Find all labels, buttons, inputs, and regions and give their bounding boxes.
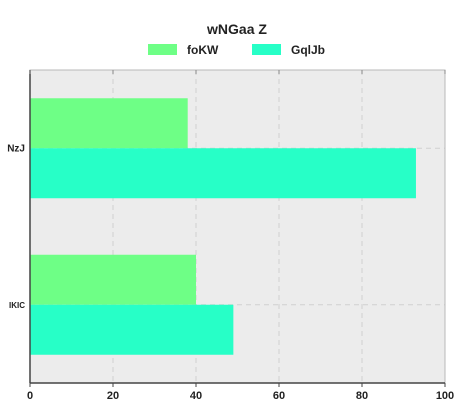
legend: foKW GqlJb: [148, 43, 325, 57]
chart-title: wNGaa Z: [206, 21, 267, 37]
legend-swatch-gqljb: [252, 44, 281, 55]
x-tick-label: 0: [27, 390, 33, 402]
bar-fokw-ikic: [30, 254, 196, 305]
axes: [29, 69, 446, 387]
category-label: NzJ: [7, 143, 25, 154]
bar-fokw-nzj: [30, 98, 188, 149]
x-tick-label: 40: [190, 390, 202, 402]
x-tick-label: 60: [273, 390, 285, 402]
legend-swatch-fokw: [148, 44, 177, 55]
x-tick-label: 100: [436, 390, 454, 402]
x-tick-label: 20: [107, 390, 119, 402]
category-labels: NzJ IKIC: [7, 143, 25, 310]
x-tick-label: 80: [356, 390, 368, 402]
legend-label-gqljb: GqlJb: [291, 43, 325, 57]
category-label: IKIC: [9, 301, 25, 310]
x-tick-labels: 0 20 40 60 80 100: [27, 390, 454, 402]
bars: [30, 98, 416, 355]
bar-gqljb-nzj: [30, 148, 416, 199]
bar-gqljb-ikic: [30, 304, 234, 355]
legend-label-fokw: foKW: [187, 43, 219, 57]
